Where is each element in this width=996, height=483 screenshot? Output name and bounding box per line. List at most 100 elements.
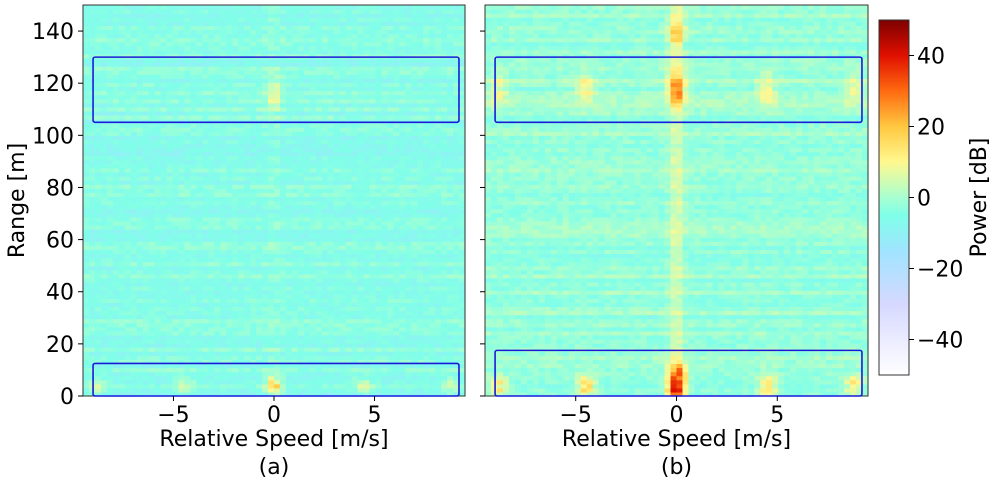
heatmap-cell bbox=[321, 233, 329, 238]
heatmap-cell bbox=[441, 383, 448, 389]
heatmap-cell bbox=[321, 302, 329, 307]
heatmap-cell bbox=[118, 78, 126, 83]
heatmap-cell bbox=[405, 294, 412, 299]
heatmap-cell bbox=[106, 257, 114, 263]
heatmap-cell bbox=[184, 387, 192, 393]
heatmap-cell bbox=[178, 196, 186, 202]
heatmap-cell bbox=[124, 114, 132, 120]
heatmap-cell bbox=[447, 322, 454, 328]
heatmap-cell bbox=[381, 290, 389, 295]
heatmap-cell bbox=[387, 265, 394, 271]
heatmap-cell bbox=[399, 86, 406, 92]
heatmap-cell bbox=[357, 237, 365, 242]
heatmap-cell bbox=[148, 253, 156, 259]
heatmap-cell bbox=[309, 119, 317, 124]
heatmap-cell bbox=[417, 233, 424, 238]
heatmap-cell bbox=[148, 98, 156, 104]
heatmap-cell bbox=[83, 196, 90, 202]
heatmap-cell bbox=[190, 127, 198, 132]
heatmap-cell bbox=[142, 343, 150, 348]
heatmap-cell bbox=[429, 159, 436, 165]
heatmap-cell bbox=[202, 375, 209, 381]
heatmap-cell bbox=[124, 334, 132, 340]
heatmap-cell bbox=[190, 363, 198, 369]
heatmap-cell bbox=[172, 220, 180, 226]
heatmap-cell bbox=[321, 253, 329, 259]
heatmap-cell bbox=[184, 163, 192, 169]
heatmap-cell bbox=[447, 139, 454, 145]
heatmap-cell bbox=[220, 241, 227, 246]
heatmap-cell bbox=[309, 294, 317, 299]
heatmap-cell bbox=[142, 216, 150, 222]
heatmap-cell bbox=[106, 159, 114, 165]
heatmap-cell bbox=[112, 334, 120, 340]
heatmap-cell bbox=[250, 347, 257, 352]
heatmap-cell bbox=[423, 102, 430, 108]
heatmap-cell bbox=[184, 241, 192, 246]
heatmap-cell bbox=[142, 102, 150, 108]
heatmap-cell bbox=[417, 298, 424, 303]
heatmap-cell bbox=[381, 98, 389, 104]
heatmap-cell bbox=[357, 322, 365, 328]
heatmap-cell bbox=[166, 375, 174, 381]
heatmap-cell bbox=[291, 379, 299, 385]
heatmap-cell bbox=[274, 188, 281, 193]
heatmap-cell bbox=[160, 123, 168, 128]
heatmap-cell bbox=[202, 110, 209, 116]
heatmap-cell bbox=[268, 82, 275, 88]
heatmap-cell bbox=[327, 167, 335, 173]
heatmap-cell bbox=[369, 159, 377, 165]
heatmap-cell bbox=[279, 261, 287, 267]
heatmap-cell bbox=[214, 273, 221, 279]
heatmap-cell bbox=[435, 257, 442, 263]
heatmap-cell bbox=[172, 281, 180, 287]
heatmap-cell bbox=[345, 180, 353, 185]
heatmap-cell bbox=[202, 290, 209, 295]
heatmap-cell bbox=[321, 237, 329, 242]
heatmap-cell bbox=[118, 86, 126, 92]
heatmap-cell bbox=[256, 208, 263, 214]
heatmap-cell bbox=[112, 86, 120, 92]
heatmap-cell bbox=[83, 159, 90, 165]
heatmap-cell bbox=[208, 367, 215, 373]
heatmap-cell bbox=[100, 82, 108, 88]
heatmap-cell bbox=[309, 147, 317, 153]
heatmap-cell bbox=[279, 310, 287, 316]
heatmap-cell bbox=[190, 200, 198, 206]
heatmap-cell bbox=[166, 163, 174, 169]
heatmap-cell bbox=[136, 176, 144, 181]
heatmap-cell bbox=[369, 233, 377, 238]
heatmap-cell bbox=[429, 355, 436, 360]
heatmap-cell bbox=[244, 151, 251, 157]
heatmap-cell bbox=[184, 363, 192, 369]
heatmap-cell bbox=[148, 224, 156, 230]
heatmap-cell bbox=[148, 102, 156, 108]
heatmap-cell bbox=[136, 379, 144, 385]
heatmap-cell bbox=[369, 375, 377, 381]
heatmap-cell bbox=[423, 204, 430, 210]
heatmap-cell bbox=[279, 363, 287, 369]
heatmap-cell bbox=[274, 379, 281, 385]
heatmap-cell bbox=[327, 281, 335, 287]
heatmap-cell bbox=[142, 355, 150, 360]
heatmap-cell bbox=[88, 298, 96, 303]
heatmap-cell bbox=[339, 314, 347, 320]
heatmap-cell bbox=[315, 139, 323, 145]
heatmap-cell bbox=[399, 351, 406, 356]
heatmap-cell bbox=[124, 176, 132, 181]
heatmap-cell bbox=[166, 204, 174, 210]
heatmap-cell bbox=[148, 355, 156, 360]
heatmap-cell bbox=[166, 326, 174, 332]
heatmap-cell bbox=[453, 367, 460, 373]
heatmap-cell bbox=[387, 302, 394, 307]
heatmap-cell bbox=[118, 351, 126, 356]
heatmap-cell bbox=[178, 363, 186, 369]
heatmap-cell bbox=[435, 216, 442, 222]
heatmap-cell bbox=[327, 200, 335, 206]
heatmap-cell bbox=[112, 359, 120, 365]
heatmap-cell bbox=[399, 212, 406, 218]
heatmap-cell bbox=[309, 90, 317, 96]
heatmap-cell bbox=[399, 90, 406, 96]
heatmap-cell bbox=[256, 326, 263, 332]
heatmap-cell bbox=[274, 208, 281, 214]
